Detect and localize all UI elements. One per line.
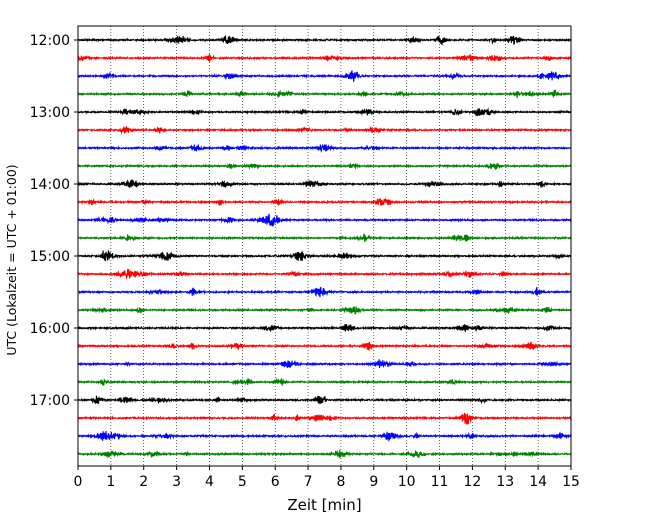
x-tick-label: 14 [529, 474, 547, 490]
x-tick-label: 3 [172, 474, 181, 490]
trace-line [77, 250, 572, 262]
trace-line [77, 395, 572, 405]
x-tick-label: 2 [139, 474, 148, 490]
x-axis-title: Zeit [min] [287, 496, 361, 514]
trace-line [77, 359, 572, 369]
y-tick-label: 12:00 [30, 33, 70, 49]
x-tick-label: 6 [271, 474, 280, 490]
trace-line [77, 324, 572, 333]
trace-line [77, 268, 572, 280]
trace-line [77, 162, 572, 171]
trace-line [77, 143, 572, 154]
trace-line [77, 178, 572, 189]
trace-line [77, 34, 572, 46]
y-tick-label: 17:00 [30, 393, 70, 409]
x-tick-label: 4 [205, 474, 214, 490]
trace-line [77, 125, 572, 135]
x-tick-label: 5 [238, 474, 247, 490]
x-tick-label: 13 [496, 474, 514, 490]
trace-line [77, 341, 572, 351]
trace-line [77, 107, 572, 117]
trace-line [77, 233, 572, 242]
trace-layer [77, 34, 572, 459]
trace-line [77, 286, 572, 298]
x-tick-label: 1 [106, 474, 115, 490]
y-axis-title: UTC (Lokalzeit = UTC + 01:00) [4, 164, 19, 355]
grid-layer [110, 26, 539, 466]
trace-line [77, 197, 572, 207]
x-tick-label: 7 [304, 474, 313, 490]
x-tick-label: 12 [463, 474, 481, 490]
trace-line [77, 412, 572, 426]
y-tick-label: 14:00 [30, 177, 70, 193]
x-tick-label: 15 [562, 474, 580, 490]
x-tick-label: 9 [369, 474, 378, 490]
x-tick-label: 11 [431, 474, 449, 490]
x-tick-label: 10 [398, 474, 416, 490]
trace-line [77, 377, 572, 387]
tick-layer: 0 1 2 3 4 5 6 7 8 9 10 11 12 13 14 1512:0013:0014:0015:… [30, 33, 580, 490]
y-tick-label: 13:00 [30, 105, 70, 121]
trace-line [77, 70, 572, 82]
trace-line [77, 52, 572, 62]
y-tick-label: 15:00 [30, 249, 70, 265]
trace-line [77, 430, 572, 443]
trace-line [77, 305, 572, 315]
y-tick-label: 16:00 [30, 321, 70, 337]
trace-line [77, 213, 572, 227]
x-tick-label: 0 [74, 474, 83, 490]
trace-line [77, 449, 572, 459]
trace-line [77, 89, 572, 100]
plot-frame [77, 25, 572, 467]
x-tick-label: 8 [336, 474, 345, 490]
